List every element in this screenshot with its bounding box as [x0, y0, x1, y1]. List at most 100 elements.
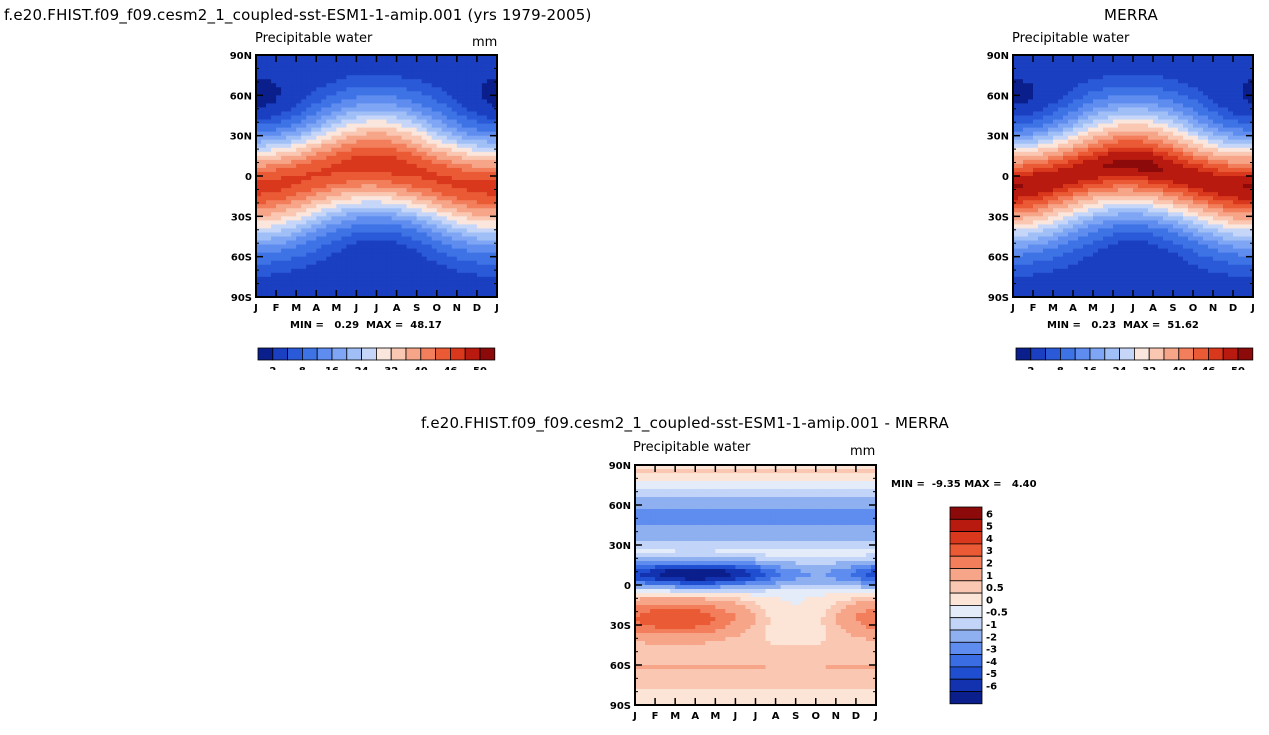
obs-cell	[1163, 208, 1169, 213]
obs-cell	[1118, 188, 1124, 193]
obs-cell	[1023, 139, 1029, 145]
model-cell	[466, 103, 473, 109]
obs-cell	[1123, 143, 1129, 149]
model-cell	[346, 236, 352, 242]
model-cell	[461, 272, 468, 278]
obs-cell	[1113, 55, 1119, 60]
obs-cell	[1138, 147, 1144, 153]
model-cell	[421, 208, 428, 213]
model-cell	[371, 280, 378, 286]
model-cell	[356, 95, 363, 100]
model-colorbar-label: 2	[269, 366, 276, 370]
model-cell	[296, 75, 302, 80]
obs-cell	[1058, 236, 1064, 242]
model-cell	[471, 224, 478, 230]
model-cell	[491, 220, 498, 225]
obs-cell	[1058, 107, 1064, 113]
obs-cell	[1133, 248, 1139, 254]
model-cell	[476, 75, 483, 80]
model-cell	[356, 163, 363, 169]
model-cell	[481, 212, 488, 217]
model-cell	[426, 200, 433, 205]
obs-cell	[1078, 83, 1084, 88]
obs-cell	[1083, 292, 1089, 298]
obs-cell	[1013, 95, 1019, 100]
model-cell	[296, 284, 302, 290]
obs-cell	[1033, 204, 1039, 209]
obs-cell	[1173, 151, 1179, 157]
model-cell	[316, 103, 322, 109]
model-cell	[281, 167, 287, 173]
obs-cell	[1133, 63, 1139, 68]
model-cell	[291, 248, 297, 254]
obs-cell	[1028, 83, 1034, 88]
model-cell	[326, 264, 332, 270]
obs-cell	[1023, 180, 1029, 185]
obs-cell	[1013, 288, 1019, 294]
obs-cell	[1143, 196, 1149, 201]
model-cell	[321, 147, 327, 153]
obs-cell	[1148, 87, 1154, 92]
obs-cell	[1168, 71, 1174, 76]
model-cell	[491, 264, 498, 270]
obs-cell	[1023, 79, 1029, 84]
model-cell	[356, 167, 363, 173]
model-cell	[361, 260, 368, 266]
obs-cell	[1073, 260, 1079, 266]
model-cell	[401, 107, 408, 113]
model-cell	[346, 147, 352, 153]
obs-cell	[1158, 240, 1164, 246]
model-cell	[376, 167, 383, 173]
obs-cell	[1073, 131, 1079, 137]
obs-cell	[1073, 220, 1079, 225]
model-cell	[301, 236, 307, 242]
model-cell	[416, 131, 423, 137]
model-cell	[271, 184, 277, 189]
model-cell	[351, 95, 358, 100]
obs-cell	[1148, 91, 1154, 96]
model-cell	[316, 176, 322, 181]
model-cell	[321, 256, 327, 262]
obs-cell	[1158, 252, 1164, 258]
model-cell	[331, 59, 337, 64]
model-cell	[381, 256, 388, 262]
obs-cell	[1018, 220, 1024, 225]
obs-cell	[1133, 260, 1139, 266]
model-cell	[431, 135, 438, 141]
model-cell	[371, 208, 378, 213]
obs-cell	[1098, 171, 1104, 177]
model-cell	[476, 59, 483, 64]
obs-cell	[1083, 131, 1089, 137]
model-cell	[351, 83, 358, 88]
obs-cell	[1148, 127, 1154, 133]
obs-cell	[1108, 200, 1114, 205]
obs-cell	[1148, 75, 1154, 80]
model-cell	[426, 119, 433, 125]
model-cell	[481, 99, 488, 104]
obs-cell	[1158, 55, 1164, 60]
model-cell	[421, 139, 428, 145]
model-cell	[396, 240, 403, 246]
obs-cell	[1083, 59, 1089, 64]
model-cell	[401, 228, 408, 234]
obs-cell	[1093, 167, 1099, 173]
model-cell	[436, 204, 443, 209]
obs-cell	[1103, 256, 1109, 262]
obs-cell	[1113, 99, 1119, 104]
model-cell	[421, 131, 428, 137]
obs-cell	[1058, 260, 1064, 266]
obs-cell	[1173, 131, 1179, 137]
obs-cell	[1123, 147, 1129, 153]
model-cell	[276, 220, 282, 225]
model-cell	[336, 240, 342, 246]
model-cell	[376, 123, 383, 129]
model-cell	[451, 103, 458, 109]
obs-cell	[1033, 276, 1039, 282]
obs-cell	[1143, 107, 1149, 113]
model-cell	[266, 280, 272, 286]
obs-cell	[1113, 147, 1119, 153]
model-cell	[376, 216, 383, 221]
model-cell	[491, 236, 498, 242]
obs-cell	[1058, 220, 1064, 225]
obs-cell	[1028, 171, 1034, 177]
